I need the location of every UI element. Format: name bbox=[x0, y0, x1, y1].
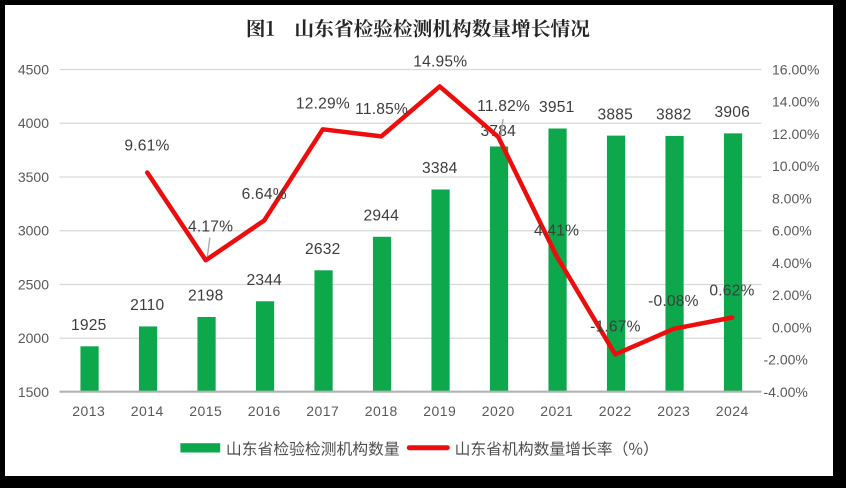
svg-text:2014: 2014 bbox=[131, 403, 164, 419]
svg-text:2017: 2017 bbox=[306, 403, 339, 419]
svg-text:9.61%: 9.61% bbox=[124, 138, 169, 155]
svg-text:2023: 2023 bbox=[657, 403, 690, 419]
svg-text:2022: 2022 bbox=[599, 403, 632, 419]
svg-text:3000: 3000 bbox=[18, 223, 49, 239]
svg-text:4500: 4500 bbox=[18, 61, 49, 77]
svg-text:14.95%: 14.95% bbox=[413, 54, 467, 71]
svg-text:4.17%: 4.17% bbox=[188, 219, 233, 236]
svg-text:1500: 1500 bbox=[18, 384, 49, 400]
svg-text:-4.00%: -4.00% bbox=[764, 384, 808, 400]
svg-text:3882: 3882 bbox=[656, 107, 692, 124]
svg-text:2013: 2013 bbox=[72, 403, 105, 419]
svg-text:2018: 2018 bbox=[365, 403, 398, 419]
svg-text:4.41%: 4.41% bbox=[534, 223, 579, 240]
svg-text:2016: 2016 bbox=[248, 403, 281, 419]
svg-text:12.29%: 12.29% bbox=[296, 95, 350, 112]
svg-text:1925: 1925 bbox=[71, 317, 107, 334]
svg-text:11.85%: 11.85% bbox=[355, 101, 408, 118]
svg-text:6.64%: 6.64% bbox=[242, 186, 287, 203]
svg-text:10.00%: 10.00% bbox=[772, 158, 819, 174]
svg-text:3500: 3500 bbox=[18, 169, 49, 185]
svg-text:-0.08%: -0.08% bbox=[648, 293, 699, 310]
svg-text:12.00%: 12.00% bbox=[772, 126, 819, 142]
svg-text:2000: 2000 bbox=[18, 330, 49, 346]
svg-text:4.00%: 4.00% bbox=[772, 255, 812, 271]
svg-text:-2.00%: -2.00% bbox=[764, 352, 808, 368]
svg-text:2024: 2024 bbox=[716, 403, 749, 419]
svg-text:8.00%: 8.00% bbox=[772, 190, 812, 206]
svg-text:11.82%: 11.82% bbox=[477, 98, 530, 115]
svg-text:2.00%: 2.00% bbox=[772, 287, 812, 303]
svg-text:2021: 2021 bbox=[540, 403, 573, 419]
svg-text:3885: 3885 bbox=[598, 106, 634, 123]
svg-text:2944: 2944 bbox=[364, 207, 400, 224]
svg-text:14.00%: 14.00% bbox=[772, 94, 819, 110]
svg-text:2198: 2198 bbox=[188, 288, 224, 305]
svg-text:4000: 4000 bbox=[18, 115, 49, 131]
svg-text:2110: 2110 bbox=[130, 297, 164, 314]
svg-text:2632: 2632 bbox=[305, 241, 341, 258]
svg-text:0.62%: 0.62% bbox=[709, 283, 754, 300]
svg-text:2015: 2015 bbox=[189, 403, 222, 419]
svg-text:-1.67%: -1.67% bbox=[590, 319, 641, 336]
svg-text:3906: 3906 bbox=[715, 104, 751, 121]
svg-text:2019: 2019 bbox=[423, 403, 456, 419]
svg-text:2500: 2500 bbox=[18, 276, 49, 292]
svg-text:0.00%: 0.00% bbox=[772, 319, 812, 335]
svg-text:2020: 2020 bbox=[482, 403, 515, 419]
svg-text:6.00%: 6.00% bbox=[772, 223, 812, 239]
svg-text:3951: 3951 bbox=[539, 99, 575, 116]
svg-text:3384: 3384 bbox=[422, 160, 458, 177]
svg-text:2344: 2344 bbox=[247, 272, 283, 289]
svg-text:16.00%: 16.00% bbox=[772, 61, 819, 77]
